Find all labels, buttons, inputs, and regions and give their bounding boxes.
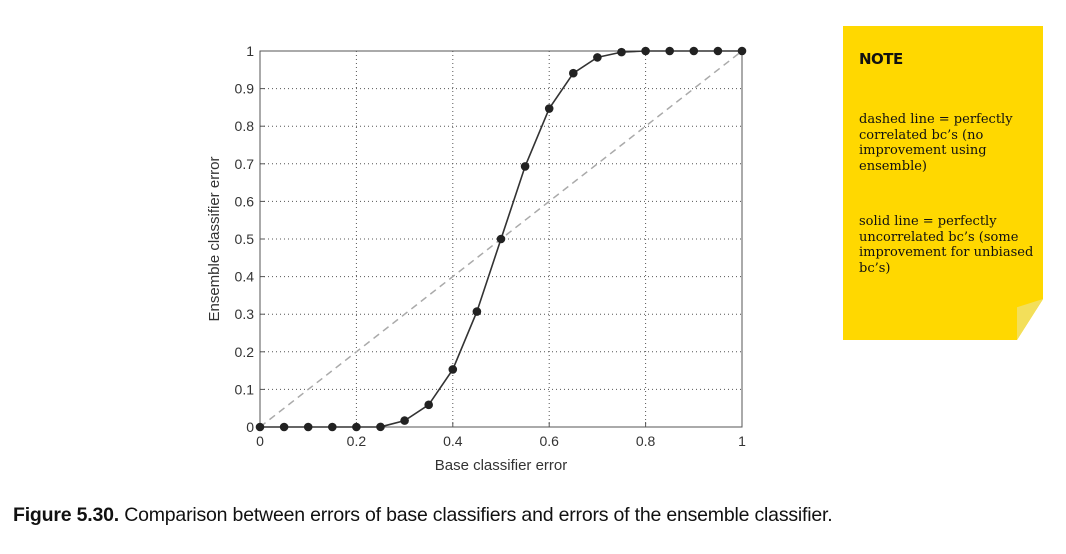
data-point [279,422,289,432]
data-point [255,422,265,432]
data-point [424,400,434,410]
y-tick-label: 0.4 [235,269,255,285]
data-point [376,422,385,432]
data-point [593,53,602,62]
y-tick-label: 0.3 [235,306,255,322]
x-tick-label: 1 [738,433,746,449]
data-point [352,422,361,432]
x-tick-label: 0.4 [443,433,463,449]
data-point [303,422,313,432]
sticky-note: NOTE dashed line = perfectly correlated … [843,26,1043,340]
data-point [665,46,674,56]
y-tick-label: 0.6 [235,193,255,209]
axis-ticks: 0 0.2 0.4 0.6 0.8 1 0 0.1 0.2 0.3 0.4 0.5 0.6 0.7 0.8 0… [235,43,747,449]
figure-caption: Figure 5.30. Comparison between errors o… [13,504,833,527]
data-point [496,234,506,244]
y-tick-label: 0 [246,419,254,435]
note-title: NOTE [859,50,903,68]
data-point [448,365,458,374]
data-point [544,104,554,113]
note-solid-line-text: solid line = perfectly uncorrelated bc’s… [859,214,1034,276]
y-tick-label: 0.2 [235,344,255,360]
data-point [617,47,626,57]
data-point [400,416,409,425]
data-point [641,46,650,56]
note-dashed-line-text: dashed line = perfectly correlated bc’s … [859,112,1013,174]
data-point [472,307,482,316]
y-tick-label: 0.9 [235,81,255,97]
y-tick-label: 0.1 [235,381,255,397]
y-axis-label: Ensemble classifier error [206,156,223,321]
x-tick-label: 0 [256,433,264,449]
x-tick-label: 0.8 [636,433,656,449]
data-point [569,68,578,78]
y-tick-label: 0.7 [235,156,255,172]
x-tick-label: 0.6 [539,433,559,449]
figure-label: Figure 5.30. [13,504,119,526]
data-point [713,46,723,56]
caption-text: Comparison between errors of base classi… [124,504,833,526]
x-tick-label: 0.2 [347,433,367,449]
x-axis-label: Base classifier error [435,457,568,474]
data-point [737,46,747,56]
chart: 0 0.2 0.4 0.6 0.8 1 0 0.1 0.2 0.3 0.4 0.5 0.6 0.7 0.8 0… [206,43,747,474]
y-tick-label: 0.5 [235,231,255,247]
data-point [328,422,337,432]
y-tick-label: 1 [246,43,254,59]
data-point [520,162,530,171]
y-tick-label: 0.8 [235,118,255,134]
data-point [689,46,699,56]
series-layer [255,46,747,432]
